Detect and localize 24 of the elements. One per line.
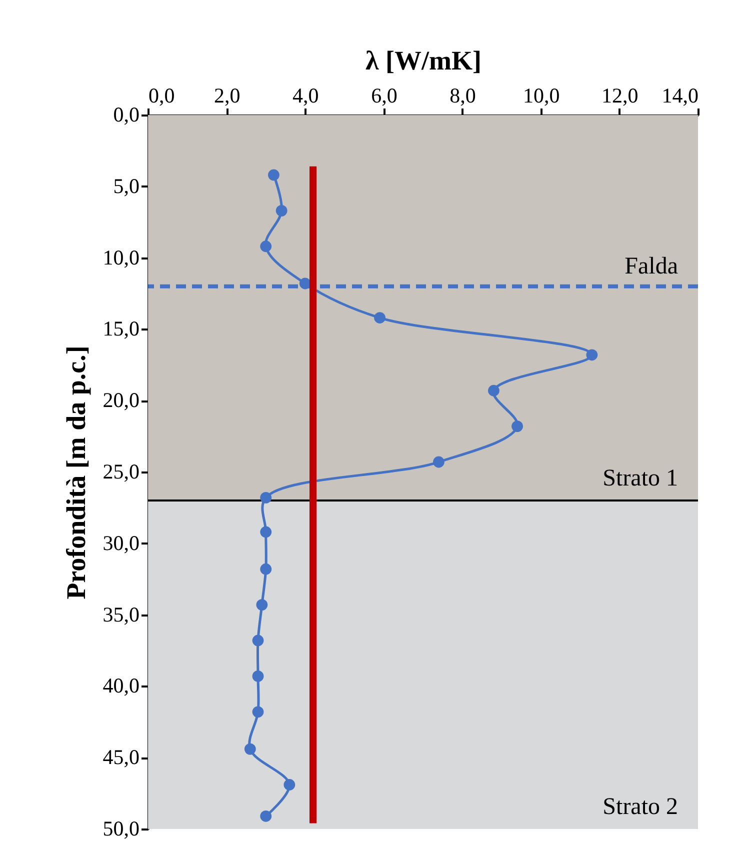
x-tick-label: 0,0 xyxy=(148,84,175,108)
ref-line-label: Falda xyxy=(624,253,678,280)
x-tick-label: 12,0 xyxy=(602,84,638,108)
y-tick-label: 10,0 xyxy=(102,245,140,270)
x-tick-label: 6,0 xyxy=(371,84,398,108)
y-tick-label: 0,0 xyxy=(113,102,140,126)
band-label: Strato 1 xyxy=(602,466,678,492)
x-tick-label: 4,0 xyxy=(292,84,319,108)
y-tick-label: 50,0 xyxy=(102,816,140,840)
y-tick-label: 35,0 xyxy=(102,602,140,626)
y-tick-label: 25,0 xyxy=(102,460,140,484)
x-axis-title: λ [W/mK] xyxy=(366,46,482,76)
y-axis-title: Profondità [m da p.c.] xyxy=(60,346,91,600)
x-tick-label: 8,0 xyxy=(450,84,476,108)
y-tick-label: 45,0 xyxy=(102,745,140,770)
y-tick-label: 5,0 xyxy=(113,174,140,198)
y-tick-label: 40,0 xyxy=(102,674,140,698)
y-tick-label: 15,0 xyxy=(102,316,140,341)
y-tick-label: 20,0 xyxy=(102,388,140,412)
x-tick-label: 2,0 xyxy=(214,84,240,108)
x-tick-label: 14,0 xyxy=(662,84,698,108)
band-label: Strato 2 xyxy=(602,794,678,820)
y-tick-label: 30,0 xyxy=(102,530,140,555)
x-tick-label: 10,0 xyxy=(522,84,560,108)
